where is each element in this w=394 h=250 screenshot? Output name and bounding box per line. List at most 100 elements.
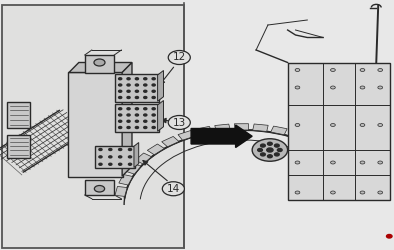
Circle shape [360, 191, 365, 194]
FancyBboxPatch shape [7, 134, 30, 158]
Circle shape [378, 86, 383, 89]
Polygon shape [126, 163, 141, 174]
Circle shape [99, 148, 102, 150]
Circle shape [267, 148, 273, 152]
Polygon shape [158, 70, 164, 101]
FancyBboxPatch shape [85, 180, 114, 195]
Circle shape [168, 116, 190, 130]
Circle shape [136, 84, 138, 86]
Circle shape [144, 108, 147, 110]
Circle shape [144, 90, 147, 92]
Circle shape [258, 148, 262, 152]
Circle shape [127, 96, 130, 98]
Circle shape [295, 68, 300, 71]
Circle shape [331, 124, 335, 126]
Circle shape [119, 78, 122, 80]
Circle shape [109, 148, 112, 150]
Circle shape [152, 114, 155, 116]
Text: 13: 13 [173, 118, 186, 128]
Circle shape [378, 191, 383, 194]
Circle shape [136, 126, 138, 128]
Circle shape [152, 84, 155, 86]
Polygon shape [162, 136, 179, 147]
Circle shape [331, 161, 335, 164]
Circle shape [168, 50, 190, 64]
Polygon shape [158, 100, 164, 131]
Circle shape [152, 78, 155, 80]
Polygon shape [115, 186, 127, 196]
Circle shape [360, 161, 365, 164]
Circle shape [260, 144, 265, 147]
Circle shape [295, 124, 300, 126]
Circle shape [128, 163, 132, 165]
Polygon shape [119, 174, 133, 185]
Circle shape [119, 90, 122, 92]
Polygon shape [234, 124, 249, 130]
Polygon shape [135, 153, 152, 164]
Circle shape [136, 120, 138, 122]
Circle shape [136, 108, 138, 110]
Circle shape [127, 90, 130, 92]
Circle shape [144, 120, 147, 122]
Circle shape [268, 142, 272, 145]
Circle shape [119, 156, 122, 158]
FancyBboxPatch shape [288, 62, 390, 200]
Circle shape [109, 163, 112, 165]
Polygon shape [304, 136, 322, 146]
Circle shape [136, 114, 138, 116]
Text: 14: 14 [167, 184, 180, 194]
Polygon shape [215, 124, 230, 132]
Circle shape [127, 114, 130, 116]
Circle shape [127, 120, 130, 122]
Circle shape [127, 108, 130, 110]
Circle shape [387, 234, 392, 238]
Circle shape [128, 156, 132, 158]
Circle shape [260, 153, 265, 156]
Text: 12: 12 [173, 52, 186, 62]
Circle shape [136, 78, 138, 80]
Circle shape [109, 156, 112, 158]
FancyBboxPatch shape [7, 102, 30, 128]
Circle shape [144, 78, 147, 80]
Circle shape [152, 96, 155, 98]
Polygon shape [271, 126, 287, 135]
FancyBboxPatch shape [85, 55, 114, 72]
Circle shape [119, 108, 122, 110]
Circle shape [360, 86, 365, 89]
Circle shape [119, 96, 122, 98]
Circle shape [152, 120, 155, 122]
Circle shape [277, 148, 282, 152]
Polygon shape [122, 62, 132, 176]
Circle shape [127, 84, 130, 86]
Polygon shape [69, 62, 132, 72]
FancyArrow shape [191, 125, 252, 148]
Circle shape [152, 108, 155, 110]
Circle shape [268, 155, 272, 158]
Circle shape [331, 86, 335, 89]
Circle shape [119, 163, 122, 165]
Circle shape [119, 114, 122, 116]
Circle shape [378, 68, 383, 71]
Circle shape [127, 126, 130, 128]
Circle shape [144, 114, 147, 116]
Polygon shape [178, 130, 195, 140]
Circle shape [252, 139, 288, 161]
Polygon shape [147, 144, 164, 155]
Circle shape [136, 90, 138, 92]
Circle shape [360, 68, 365, 71]
Circle shape [295, 86, 300, 89]
Circle shape [162, 182, 184, 196]
Circle shape [99, 163, 102, 165]
FancyBboxPatch shape [115, 74, 159, 102]
Circle shape [94, 59, 105, 66]
FancyBboxPatch shape [68, 72, 123, 177]
Circle shape [295, 161, 300, 164]
Circle shape [331, 191, 335, 194]
Circle shape [119, 84, 122, 86]
Circle shape [119, 126, 122, 128]
Circle shape [295, 191, 300, 194]
Circle shape [378, 124, 383, 126]
Circle shape [127, 78, 130, 80]
Circle shape [378, 161, 383, 164]
Polygon shape [196, 126, 212, 135]
